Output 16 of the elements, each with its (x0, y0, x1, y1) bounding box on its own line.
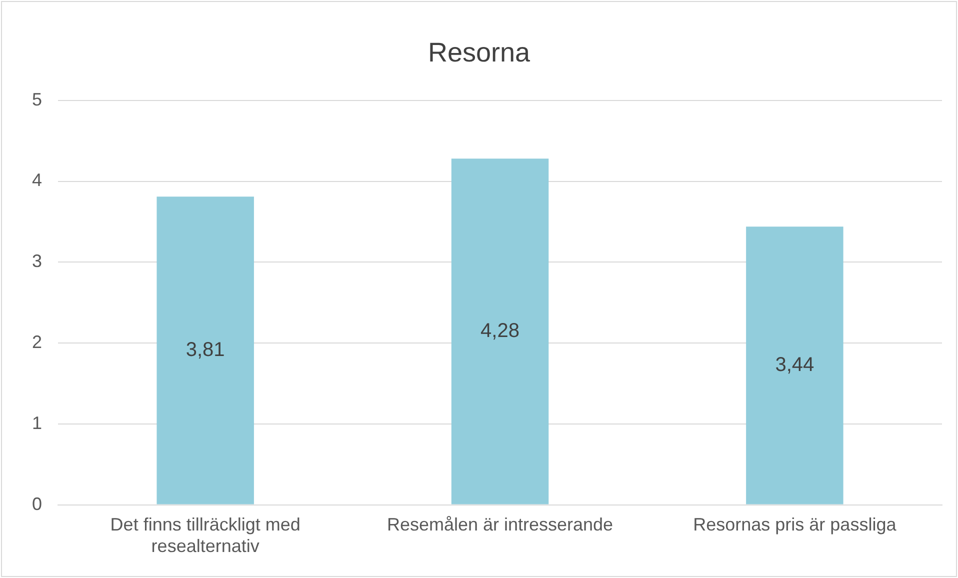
data-label: 4,28 (480, 320, 520, 342)
y-tick-label: 5 (32, 89, 42, 110)
data-label: 3,44 (775, 354, 814, 376)
y-tick-label: 2 (32, 332, 42, 352)
bar (746, 226, 844, 504)
chart-title: Resorna (428, 38, 532, 68)
bar (451, 158, 549, 504)
x-tick-label: Resornas pris är passliga (693, 514, 898, 535)
bar (156, 196, 254, 504)
x-tick-label: Resemålen är intresserande (386, 514, 614, 535)
y-tick-label: 4 (32, 170, 42, 190)
y-tick-label: 3 (32, 251, 42, 272)
data-label: 3,81 (186, 338, 225, 361)
y-tick-label: 0 (32, 494, 42, 514)
x-tick-label: Det finns tillräckligt med resealternativ (110, 514, 300, 556)
y-tick-label: 1 (32, 412, 42, 433)
